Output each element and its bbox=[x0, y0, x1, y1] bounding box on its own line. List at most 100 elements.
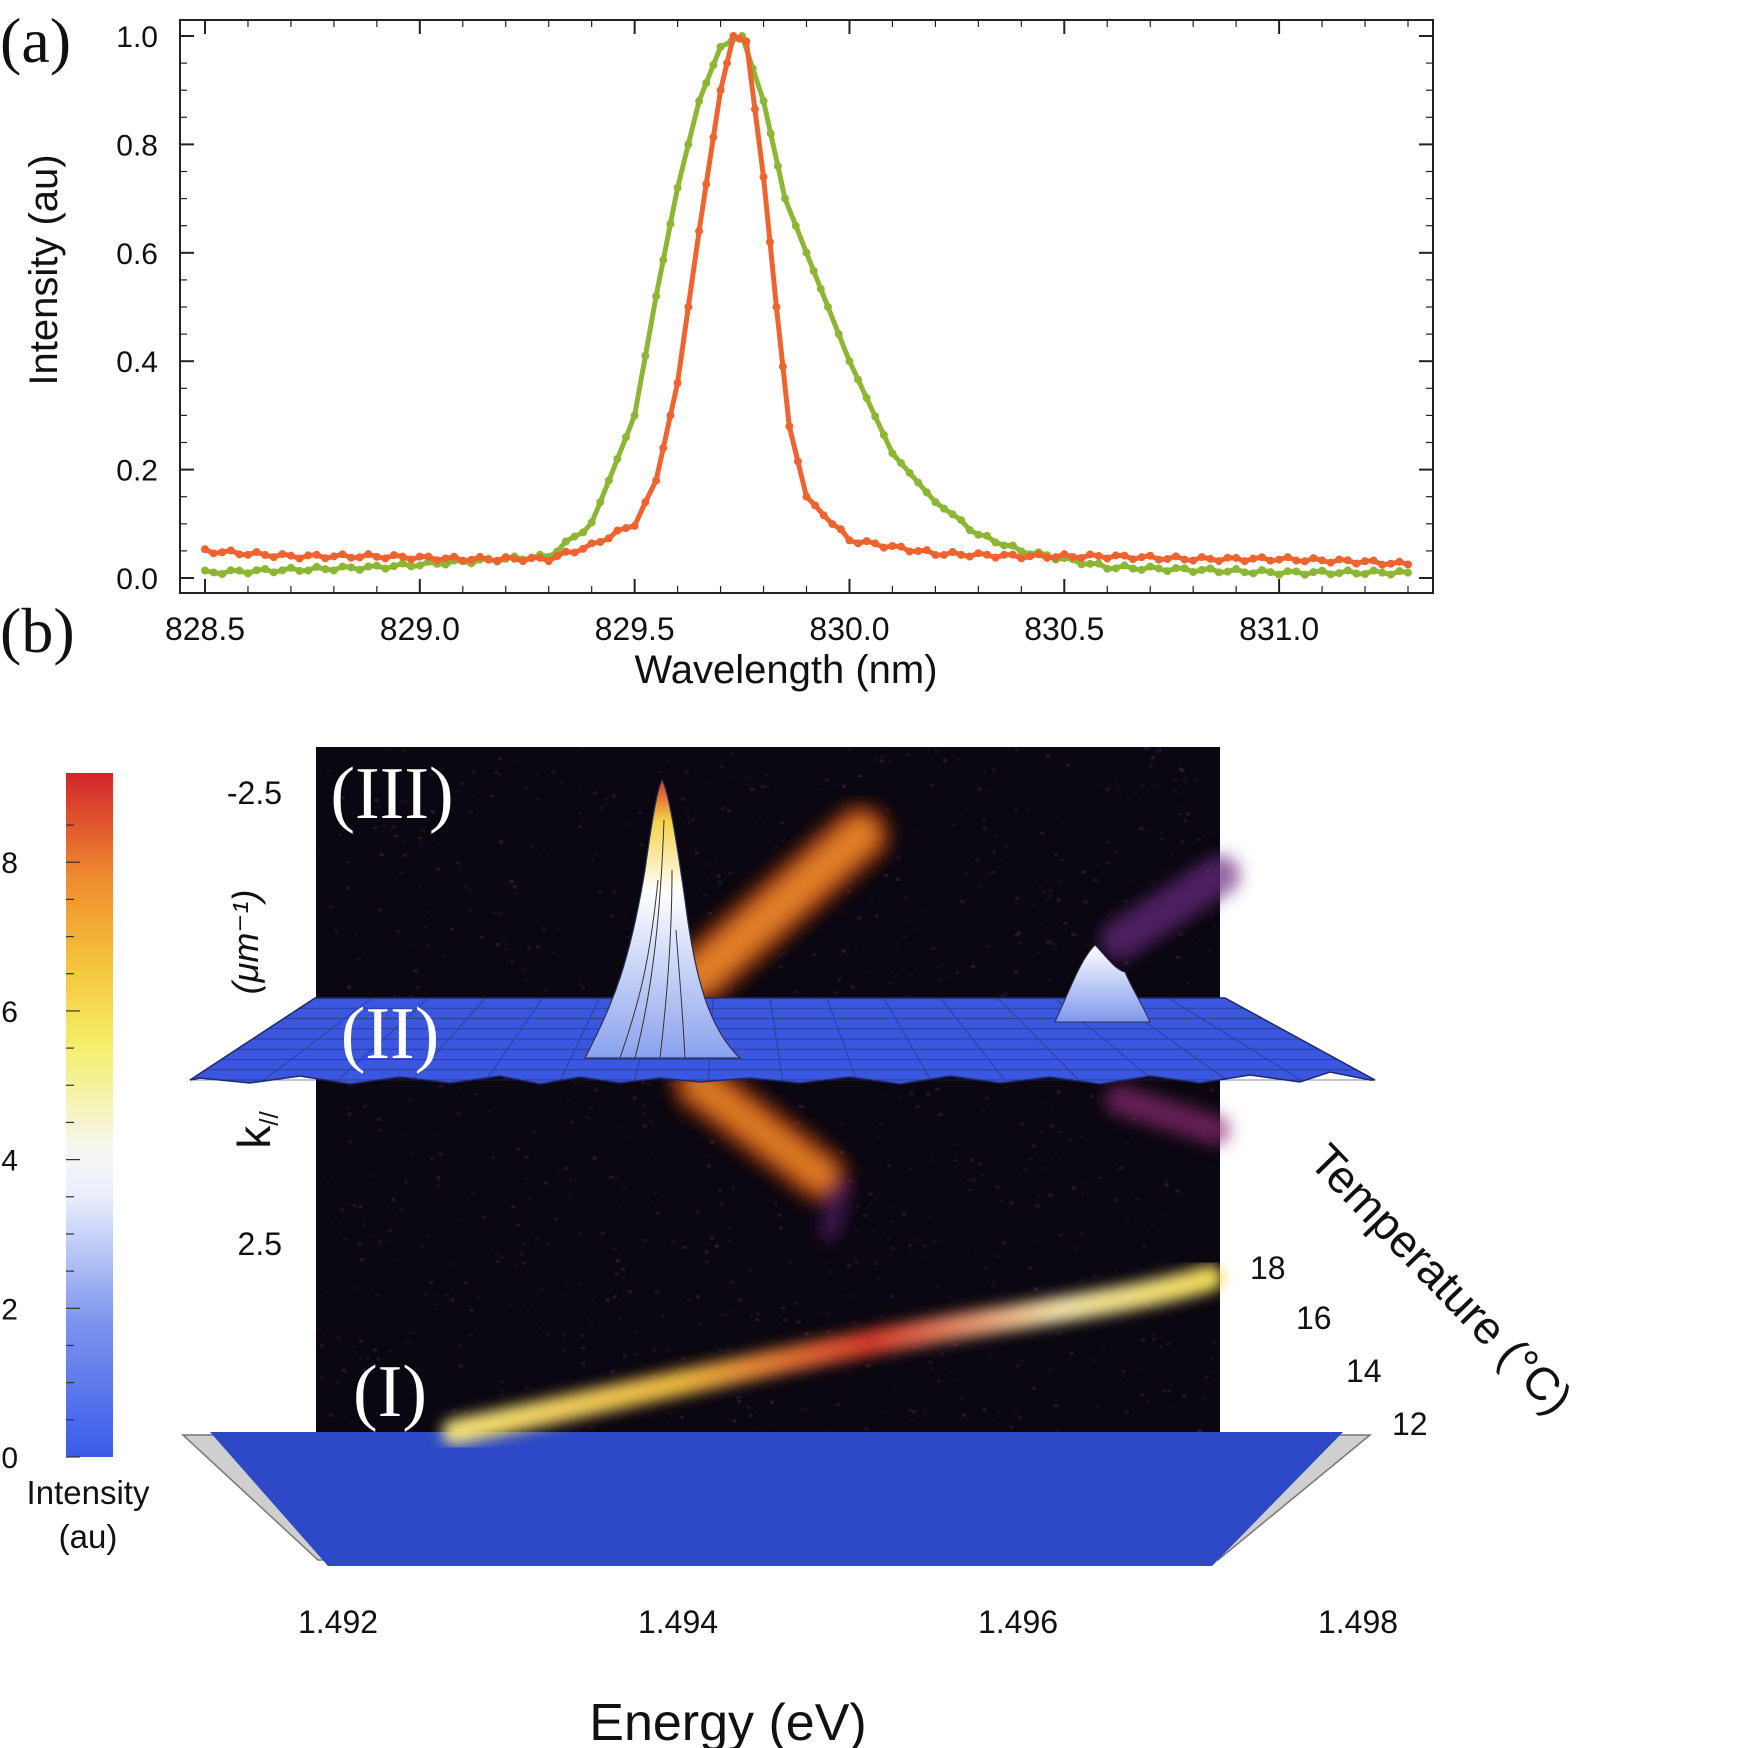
noise-speckle bbox=[857, 916, 862, 920]
data-point-green bbox=[888, 449, 897, 458]
noise-speckle bbox=[467, 888, 472, 892]
noise-speckle bbox=[341, 1368, 346, 1372]
noise-speckle bbox=[341, 1426, 346, 1430]
noise-speckle bbox=[984, 789, 989, 793]
data-point-orange bbox=[518, 557, 527, 566]
noise-speckle bbox=[1038, 885, 1043, 889]
noise-speckle bbox=[729, 752, 734, 756]
noise-speckle bbox=[457, 866, 462, 870]
noise-speckle bbox=[1052, 1296, 1057, 1300]
data-point-green bbox=[1300, 570, 1309, 579]
noise-speckle bbox=[594, 1088, 599, 1092]
noise-speckle bbox=[982, 1185, 987, 1189]
data-point-orange bbox=[536, 553, 545, 562]
noise-speckle bbox=[469, 1308, 474, 1312]
noise-speckle bbox=[760, 785, 765, 789]
noise-speckle bbox=[991, 768, 996, 772]
noise-speckle bbox=[952, 1159, 957, 1163]
noise-speckle bbox=[693, 815, 698, 819]
noise-speckle bbox=[1013, 808, 1018, 812]
noise-speckle bbox=[1182, 1394, 1187, 1398]
data-point-orange bbox=[785, 422, 794, 431]
temperature-tick-label: 12 bbox=[1392, 1406, 1428, 1442]
noise-speckle bbox=[472, 770, 477, 774]
noise-speckle bbox=[873, 1260, 878, 1264]
noise-speckle bbox=[1177, 812, 1182, 816]
data-point-orange bbox=[381, 554, 390, 563]
noise-speckle bbox=[1210, 1088, 1215, 1092]
noise-speckle bbox=[1114, 1269, 1119, 1273]
temperature-axis-label: Temperature (°C) bbox=[1300, 1134, 1583, 1424]
noise-speckle bbox=[479, 935, 484, 939]
noise-speckle bbox=[1183, 777, 1188, 781]
noise-speckle bbox=[835, 1403, 840, 1407]
noise-speckle bbox=[885, 807, 890, 811]
data-point-orange bbox=[729, 32, 738, 40]
noise-speckle bbox=[600, 777, 605, 781]
noise-speckle bbox=[732, 1419, 737, 1423]
region-label-iii: (III) bbox=[330, 753, 453, 835]
noise-speckle bbox=[720, 1202, 725, 1206]
noise-speckle bbox=[1106, 860, 1111, 864]
noise-speckle bbox=[940, 1352, 945, 1356]
noise-speckle bbox=[413, 776, 418, 780]
noise-speckle bbox=[359, 1258, 364, 1262]
noise-speckle bbox=[468, 908, 473, 912]
noise-speckle bbox=[867, 1203, 872, 1207]
noise-speckle bbox=[470, 1192, 475, 1196]
panel-label-a: (a) bbox=[0, 5, 71, 76]
noise-speckle bbox=[1113, 1214, 1118, 1218]
noise-speckle bbox=[612, 1295, 617, 1299]
noise-speckle bbox=[534, 1238, 539, 1242]
noise-speckle bbox=[1189, 1097, 1194, 1101]
noise-speckle bbox=[906, 752, 911, 756]
noise-speckle bbox=[494, 1252, 499, 1256]
noise-speckle bbox=[1203, 1283, 1208, 1287]
noise-speckle bbox=[1118, 1166, 1123, 1170]
noise-speckle bbox=[919, 1239, 924, 1243]
noise-speckle bbox=[387, 1229, 392, 1233]
noise-speckle bbox=[494, 771, 499, 775]
noise-speckle bbox=[893, 1387, 898, 1391]
secondary-peak bbox=[1054, 944, 1151, 1023]
noise-speckle bbox=[559, 780, 564, 784]
noise-speckle bbox=[961, 1413, 966, 1417]
data-point-orange bbox=[742, 37, 751, 46]
noise-speckle bbox=[761, 792, 766, 796]
noise-speckle bbox=[1001, 969, 1006, 973]
noise-speckle bbox=[1142, 1244, 1147, 1248]
noise-speckle bbox=[411, 944, 416, 948]
noise-speckle bbox=[884, 873, 889, 877]
noise-speckle bbox=[634, 1353, 639, 1357]
noise-speckle bbox=[992, 850, 997, 854]
noise-speckle bbox=[1125, 1288, 1130, 1292]
data-point-green bbox=[652, 292, 661, 301]
noise-speckle bbox=[781, 1306, 786, 1310]
noise-speckle bbox=[879, 759, 884, 763]
noise-speckle bbox=[1166, 747, 1171, 751]
noise-speckle bbox=[897, 1218, 902, 1222]
noise-speckle bbox=[695, 851, 700, 855]
data-point-green bbox=[905, 468, 914, 477]
y-tick-label: 0.6 bbox=[116, 238, 158, 271]
noise-speckle bbox=[376, 1357, 381, 1361]
noise-speckle bbox=[588, 1106, 593, 1110]
noise-speckle bbox=[660, 1314, 665, 1318]
noise-speckle bbox=[1189, 819, 1194, 823]
noise-speckle bbox=[457, 1086, 462, 1090]
noise-speckle bbox=[984, 1266, 989, 1270]
noise-speckle bbox=[520, 967, 525, 971]
noise-speckle bbox=[658, 770, 663, 774]
noise-speckle bbox=[499, 1380, 504, 1384]
noise-speckle bbox=[563, 1293, 568, 1297]
noise-speckle bbox=[765, 1318, 770, 1322]
noise-speckle bbox=[1142, 828, 1147, 832]
data-point-orange bbox=[1326, 558, 1335, 567]
data-point-green bbox=[1163, 567, 1172, 576]
noise-speckle bbox=[439, 1152, 444, 1156]
data-point-orange bbox=[702, 180, 711, 189]
data-point-orange bbox=[991, 553, 1000, 562]
noise-speckle bbox=[1015, 1364, 1020, 1368]
noise-speckle bbox=[346, 1202, 351, 1206]
noise-speckle bbox=[729, 988, 734, 992]
